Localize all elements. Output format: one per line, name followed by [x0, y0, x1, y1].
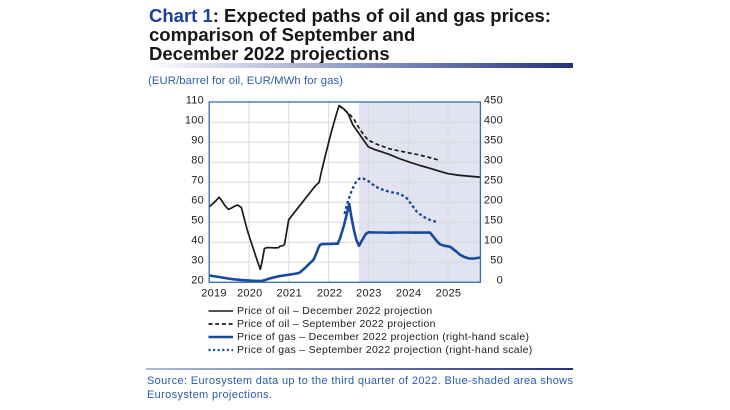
svg-text:30: 30	[191, 255, 204, 267]
svg-text:100: 100	[484, 235, 503, 247]
svg-text:2024: 2024	[396, 287, 421, 299]
svg-text:100: 100	[185, 115, 204, 127]
svg-text:2023: 2023	[356, 287, 381, 299]
svg-text:150: 150	[484, 215, 503, 227]
svg-text:300: 300	[484, 155, 503, 167]
svg-text:0: 0	[497, 275, 503, 287]
svg-text:20: 20	[191, 275, 204, 287]
svg-text:450: 450	[484, 95, 503, 107]
svg-text:350: 350	[484, 135, 503, 147]
svg-text:2025: 2025	[436, 287, 461, 299]
svg-text:60: 60	[191, 195, 204, 207]
svg-text:50: 50	[490, 255, 503, 267]
svg-text:70: 70	[191, 175, 204, 187]
svg-text:250: 250	[484, 175, 503, 187]
svg-text:40: 40	[191, 235, 204, 247]
svg-text:2022: 2022	[317, 287, 342, 299]
svg-text:90: 90	[191, 135, 204, 147]
svg-text:2021: 2021	[277, 287, 302, 299]
svg-text:50: 50	[191, 215, 204, 227]
svg-text:2020: 2020	[237, 287, 262, 299]
svg-text:400: 400	[484, 115, 503, 127]
svg-text:200: 200	[484, 195, 503, 207]
svg-text:80: 80	[191, 155, 204, 167]
svg-text:110: 110	[186, 95, 204, 107]
svg-text:2019: 2019	[201, 287, 226, 299]
